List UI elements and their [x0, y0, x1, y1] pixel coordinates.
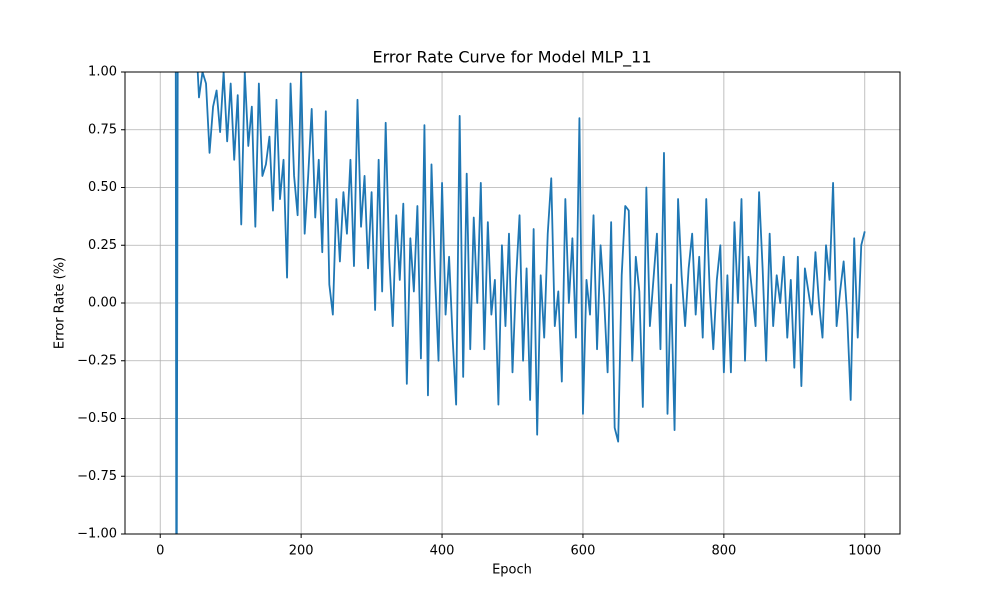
- y-tick-label: −0.25: [77, 353, 117, 368]
- y-tick-label: 1.00: [88, 65, 117, 80]
- x-tick-label: 1000: [848, 544, 881, 559]
- x-tick-label: 400: [430, 544, 455, 559]
- y-tick-label: −0.50: [77, 411, 117, 426]
- y-axis-label: Error Rate (%): [53, 257, 68, 349]
- x-tick-label: 200: [289, 544, 314, 559]
- x-tick-label: 600: [571, 544, 596, 559]
- x-tick-label: 800: [711, 544, 736, 559]
- plot-area: [174, 72, 866, 534]
- y-tick-label: −1.00: [77, 527, 117, 542]
- data-line: [174, 72, 866, 534]
- x-axis-label: Epoch: [492, 563, 532, 578]
- x-tick-label: 0: [156, 544, 164, 559]
- y-tick-label: 0.25: [88, 238, 117, 253]
- y-tick-label: 0.75: [88, 122, 117, 137]
- chart-title: Error Rate Curve for Model MLP_11: [372, 48, 651, 68]
- y-tick-label: 0.00: [88, 296, 117, 311]
- y-tick-label: 0.50: [88, 180, 117, 195]
- y-tick-label: −0.75: [77, 469, 117, 484]
